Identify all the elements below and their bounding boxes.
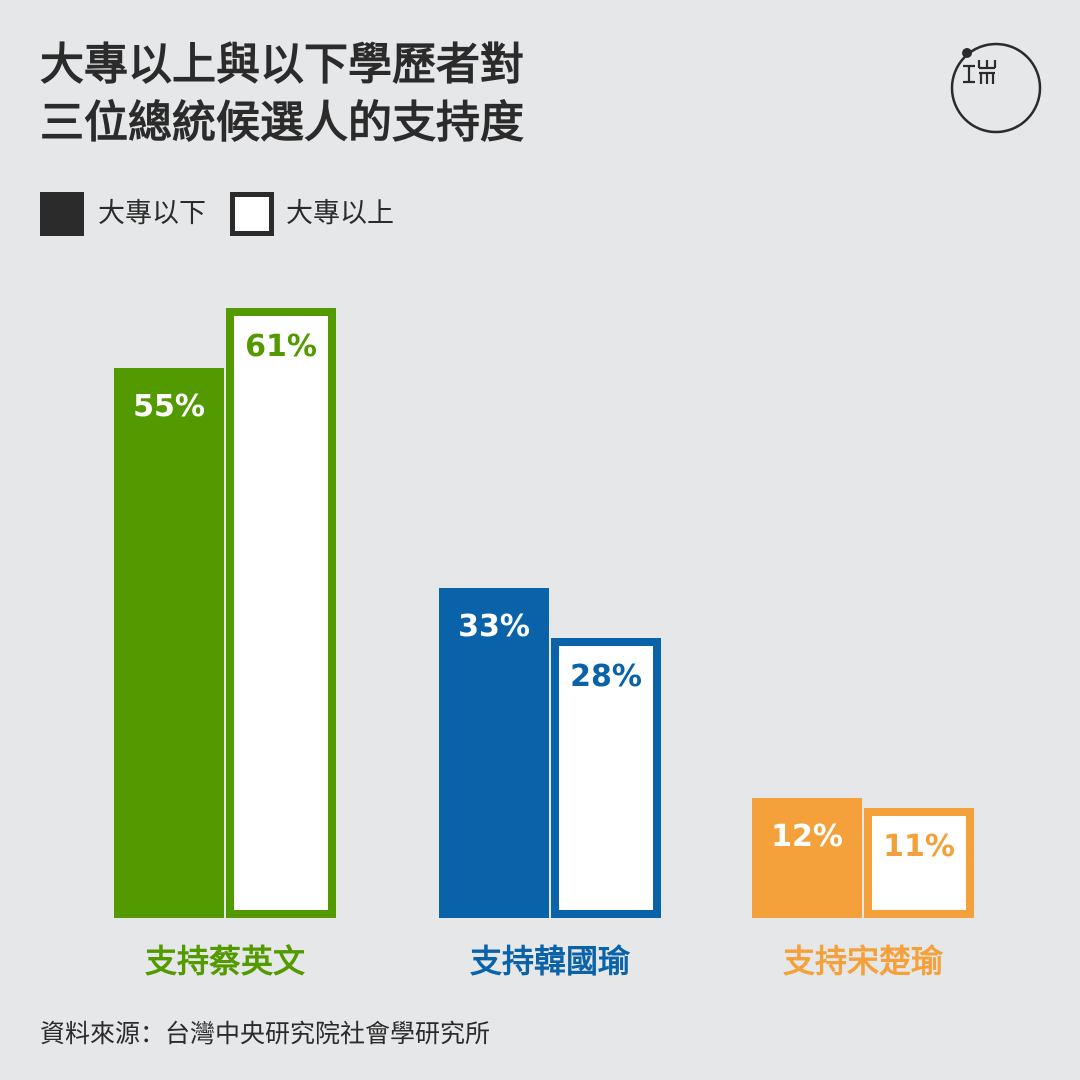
source-note: 資料來源：台灣中央研究院社會學研究所: [40, 1019, 491, 1048]
data-label: 55%: [133, 389, 205, 424]
chart-title-line-2: 三位總統候選人的支持度: [40, 97, 524, 148]
data-label: 12%: [771, 819, 843, 854]
initium-logo-icon: [950, 42, 1042, 134]
category-label: 支持蔡英文: [145, 942, 305, 980]
bar-chart: 55% 61% 支持蔡英文 33% 28% 支持韓國瑜 12% 11% 支持宋楚瑜: [114, 308, 974, 980]
chart-title-line-1: 大專以上與以下學歷者對: [40, 39, 524, 90]
bar-below-college-3: [752, 798, 862, 918]
category-label: 支持宋楚瑜: [783, 942, 944, 980]
legend-label: 大專以下: [98, 198, 206, 229]
data-label: 28%: [570, 659, 642, 694]
bar-above-college-1: [226, 308, 336, 918]
chart-title: 大專以上與以下學歷者對 三位總統候選人的支持度: [40, 36, 524, 152]
category-label: 支持韓國瑜: [470, 942, 631, 980]
bar-above-college-3: [864, 808, 974, 918]
data-label: 33%: [458, 609, 530, 644]
legend-label: 大專以上: [286, 198, 394, 229]
bar-below-college-1: [114, 368, 224, 918]
data-label: 61%: [245, 329, 317, 364]
legend-swatch-filled: [40, 192, 84, 236]
data-label: 11%: [883, 829, 955, 864]
bar-above-college-2: [551, 638, 661, 918]
legend-swatch-outline: [230, 192, 274, 236]
bar-below-college-2: [439, 588, 549, 918]
